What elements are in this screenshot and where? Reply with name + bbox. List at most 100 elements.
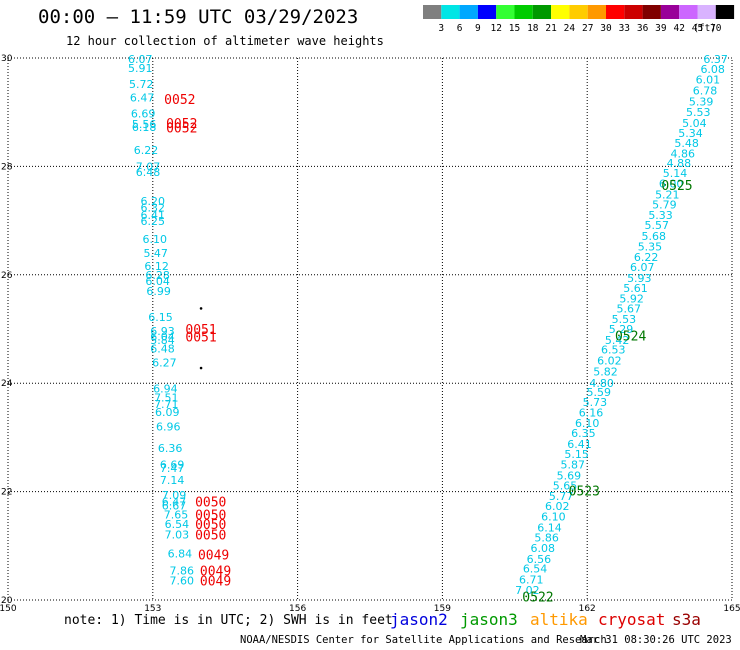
- swh-value-label: 6.71: [519, 573, 544, 586]
- swh-value-label: 6.27: [152, 357, 177, 370]
- swh-value-label: 6.16: [579, 406, 604, 419]
- swh-value-label: 5.33: [648, 209, 673, 222]
- credit-line: NOAA/NESDIS Center for Satellite Applica…: [240, 634, 607, 646]
- swh-value-label: 6.28: [145, 269, 170, 282]
- legend-tick-label: 18: [527, 23, 539, 34]
- swh-value-label: 6.69: [131, 107, 156, 120]
- swh-value-label: 6.25: [141, 215, 166, 228]
- swh-value-label: 5.73: [583, 396, 608, 409]
- y-tick-label: 28: [1, 162, 13, 172]
- pass-number-label: 0050: [195, 508, 226, 523]
- legend-tick-label: 39: [655, 23, 667, 34]
- legend-swatch: [532, 5, 552, 19]
- swh-value-label: 6.67: [162, 500, 187, 513]
- legend-mission-s3a: s3a: [672, 610, 701, 629]
- legend-mission-jason3: jason3: [460, 610, 518, 629]
- legend-swatch: [624, 5, 643, 19]
- swh-value-label: 6.41: [567, 438, 592, 451]
- swh-value-label: 4.88: [667, 157, 692, 170]
- legend-tick-label: 21: [545, 23, 557, 34]
- legend-tick-label: 12: [490, 23, 501, 34]
- credit-timestamp: Mar 31 08:30:26 UTC 2023: [580, 634, 732, 646]
- footnote: note: 1) Time is in UTC; 2) SWH is in fe…: [64, 613, 393, 628]
- swh-value-label: 6.15: [148, 311, 173, 324]
- swh-value-label: 6.20: [141, 195, 166, 208]
- swh-value-label: 5.42: [605, 334, 630, 347]
- swh-value-label: 6.54: [523, 563, 548, 576]
- swh-value-label: 5.69: [557, 469, 582, 482]
- swh-value-label: 6.01: [696, 74, 721, 87]
- swh-value-label: 5.47: [143, 247, 168, 260]
- legend-mission-cryosat: cryosat: [598, 610, 666, 629]
- swh-value-label: 5.67: [616, 302, 641, 315]
- swh-value-label: 5.68: [642, 230, 667, 243]
- swh-value-label: 6.14: [537, 521, 562, 534]
- legend-swatch: [715, 5, 735, 19]
- legend-swatch: [660, 5, 680, 19]
- chart-subtitle: 12 hour collection of altimeter wave hei…: [66, 34, 384, 48]
- pass-number-label: 0050: [195, 518, 226, 533]
- swh-value-label: 6.07: [630, 261, 655, 274]
- color-legend: 3 6 9 12 15 18 21 24 27 30 33 36 39 42 45 70(ft): [423, 5, 735, 34]
- pass-number-label: 0049: [198, 548, 229, 563]
- swh-value-label: 6.08: [531, 542, 556, 555]
- legend-swatch: [514, 5, 533, 19]
- swh-value-label: 5.79: [652, 198, 677, 211]
- swh-value-label: 5.82: [593, 365, 618, 378]
- swh-value-label: 6.41: [141, 209, 166, 222]
- swh-value-label: 4.80: [589, 377, 614, 390]
- swh-value-label: 7.71: [154, 398, 179, 411]
- legend-mission-jason2: jason2: [390, 610, 448, 629]
- swh-value-label: 6.10: [541, 511, 566, 524]
- swh-value-label: 5.39: [689, 95, 714, 108]
- pass-number-label: 0049: [200, 565, 231, 580]
- swh-value-label: 7.02: [515, 584, 540, 597]
- swh-value-label: 6.10: [142, 233, 167, 246]
- legend-tick-label: 24: [564, 23, 576, 34]
- swh-value-label: 5.93: [627, 272, 652, 285]
- swh-value-label: 6.99: [146, 285, 171, 298]
- swh-value-label: 5.53: [686, 106, 711, 119]
- swh-value-label: 5.91: [128, 62, 153, 75]
- legend-tick-label: 6: [457, 23, 463, 34]
- pass-number-label: 0050: [195, 528, 226, 543]
- swh-value-label: 6.07: [128, 53, 153, 66]
- legend-tick-label: 30: [600, 23, 612, 34]
- swh-value-label: 6.32: [141, 202, 166, 215]
- swh-value-label: 7.09: [162, 489, 187, 502]
- swh-value-label: 5.92: [619, 293, 644, 306]
- swh-value-label: 6.56: [527, 553, 552, 566]
- y-tick-label: 22: [1, 488, 12, 498]
- x-tick-label: 159: [434, 604, 451, 612]
- swh-value-label: 4.86: [671, 147, 696, 160]
- x-tick-label: 162: [579, 604, 596, 612]
- swh-value-label: 5.48: [674, 137, 699, 150]
- swh-value-label: 6.10: [575, 417, 600, 430]
- swh-value-label: 6.69: [160, 459, 185, 472]
- swh-value-label: 5.72: [129, 78, 154, 91]
- swh-value-label: 7.47: [160, 462, 185, 475]
- legend-unit-label: (ft): [693, 23, 716, 34]
- x-tick-label: 150: [0, 604, 17, 612]
- swh-value-label: 6.36: [158, 442, 183, 455]
- swh-value-label: 6.22: [134, 144, 159, 157]
- pass-number-label: 0524: [615, 330, 646, 345]
- swh-value-label: 7.03: [165, 528, 190, 541]
- pass-number-label: 0051: [185, 323, 216, 338]
- pass-number-label: 0052: [164, 93, 195, 108]
- legend-mission-altika: altika: [530, 610, 588, 629]
- legend-tick-label: 70: [710, 23, 722, 34]
- legend-tick-label: 33: [619, 23, 630, 34]
- swh-value-label: 6.47: [130, 92, 155, 105]
- swh-value-label: 6.48: [150, 343, 175, 356]
- swh-value-label: 6.04: [150, 331, 175, 344]
- swh-value-label: 5.34: [678, 127, 703, 140]
- legend-tick-label: 27: [582, 23, 593, 34]
- legend-swatch: [587, 5, 606, 19]
- legend-swatch: [551, 5, 570, 19]
- track-marker-dot: [199, 307, 203, 310]
- swh-value-label: 6.35: [571, 427, 596, 440]
- legend-swatch: [642, 5, 661, 19]
- legend-swatch: [697, 5, 716, 19]
- swh-value-label: 5.21: [655, 189, 680, 202]
